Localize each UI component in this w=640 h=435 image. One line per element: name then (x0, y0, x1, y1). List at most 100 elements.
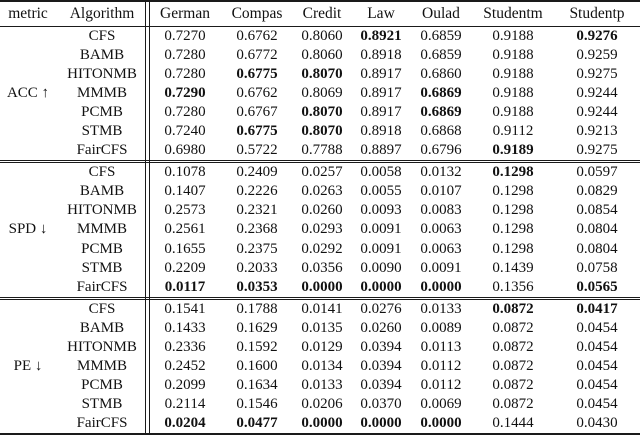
algorithm-cell: BAMB (79, 319, 125, 336)
value-cell: 0.0454 (576, 395, 618, 412)
value-cell: 0.9112 (492, 123, 534, 140)
section-rows: CFS 0.1078 0.2409 0.0257 0.0058 0.0132 0.1298… (56, 163, 640, 296)
value-cell: 0.0055 (360, 183, 402, 200)
value-cell: 0.0394 (360, 357, 402, 374)
table-row: BAMB 0.1433 0.1629 0.0135 0.0260 0.0089 0.087… (56, 319, 640, 338)
value-cell: 0.9275 (576, 66, 618, 83)
table-row: MMMB 0.7290 0.6762 0.8069 0.8917 0.6869 0.918… (56, 84, 640, 103)
value-cell: 0.1298 (492, 183, 534, 200)
value-cell: 0.8069 (301, 85, 343, 102)
algorithm-cell: MMMB (76, 221, 128, 238)
value-cell: 0.9188 (492, 28, 534, 45)
algorithm-cell: HITONMB (67, 202, 137, 219)
algorithm-cell: FairCFS (76, 414, 128, 431)
value-cell: 0.5722 (236, 142, 278, 159)
value-cell: 0.0804 (576, 221, 618, 238)
value-cell: 0.0872 (492, 319, 534, 336)
algorithm-cell: FairCFS (76, 142, 128, 159)
value-cell: 0.0112 (420, 357, 462, 374)
metric-section: ACC ↑ CFS 0.7270 0.6762 0.8060 0.8921 0.6859… (0, 27, 640, 160)
value-cell: 0.0000 (301, 278, 343, 295)
value-cell: 0.8918 (360, 123, 402, 140)
algorithm-cell: STMB (81, 123, 123, 140)
section-rows: CFS 0.1541 0.1788 0.0141 0.0276 0.0133 0.0872… (56, 300, 640, 433)
table-row: PCMB 0.7280 0.6767 0.8070 0.8917 0.6869 0.918… (56, 103, 640, 122)
value-cell: 0.0107 (420, 183, 462, 200)
value-cell: 0.1298 (492, 240, 534, 257)
value-cell: 0.9213 (576, 123, 618, 140)
value-cell: 0.1298 (492, 202, 534, 219)
value-cell: 0.6767 (236, 104, 278, 121)
value-cell: 0.0058 (360, 164, 402, 181)
table-row: PCMB 0.2099 0.1634 0.0133 0.0394 0.0112 0.087… (56, 376, 640, 395)
table-row: HITONMB 0.2336 0.1592 0.0129 0.0394 0.0113 0.… (56, 338, 640, 357)
value-cell: 0.2452 (164, 357, 206, 374)
value-cell: 0.9189 (492, 142, 534, 159)
value-cell: 0.0134 (301, 357, 343, 374)
value-cell: 0.8060 (301, 47, 343, 64)
value-cell: 0.0872 (492, 338, 534, 355)
value-cell: 0.6859 (420, 47, 462, 64)
value-cell: 0.0129 (301, 338, 343, 355)
value-cell: 0.9276 (576, 28, 618, 45)
algorithm-cell: PCMB (81, 104, 123, 121)
value-cell: 0.1298 (492, 221, 534, 238)
value-cell: 0.0133 (301, 376, 343, 393)
value-cell: 0.0804 (576, 240, 618, 257)
algorithm-cell: PCMB (81, 376, 123, 393)
value-cell: 0.1078 (164, 164, 206, 181)
value-cell: 0.0063 (420, 240, 462, 257)
algorithm-cell: HITONMB (67, 66, 137, 83)
value-cell: 0.0454 (576, 338, 618, 355)
column-header-studentp: Studentp (569, 5, 625, 23)
value-cell: 0.2375 (236, 240, 278, 257)
value-cell: 0.0565 (576, 278, 618, 295)
value-cell: 0.0276 (360, 300, 402, 317)
value-cell: 0.0091 (360, 221, 402, 238)
value-cell: 0.0454 (576, 357, 618, 374)
algorithm-cell: STMB (81, 395, 123, 412)
value-cell: 0.6762 (236, 85, 278, 102)
value-cell: 0.6859 (420, 28, 462, 45)
value-cell: 0.0356 (301, 259, 343, 276)
value-cell: 0.0204 (164, 414, 206, 431)
value-cell: 0.0260 (301, 202, 343, 219)
value-cell: 0.0000 (360, 414, 402, 431)
value-cell: 0.0000 (420, 278, 462, 295)
value-cell: 0.9188 (492, 66, 534, 83)
table-row: BAMB 0.1407 0.2226 0.0263 0.0055 0.0107 0.129… (56, 182, 640, 201)
value-cell: 0.6980 (164, 142, 206, 159)
value-cell: 0.0117 (164, 278, 206, 295)
value-cell: 0.1788 (236, 300, 278, 317)
table-row: CFS 0.1541 0.1788 0.0141 0.0276 0.0133 0.0872… (56, 300, 640, 319)
value-cell: 0.0089 (420, 319, 462, 336)
section-rows: CFS 0.7270 0.6762 0.8060 0.8921 0.6859 0.9188… (56, 27, 640, 160)
value-cell: 0.0394 (360, 338, 402, 355)
value-cell: 0.2321 (236, 202, 278, 219)
value-cell: 0.8060 (301, 28, 343, 45)
value-cell: 0.0263 (301, 183, 343, 200)
value-cell: 0.0394 (360, 376, 402, 393)
column-header-metric: metric (8, 5, 48, 23)
table-row: MMMB 0.2561 0.2368 0.0293 0.0091 0.0063 0.129… (56, 220, 640, 239)
table-row: HITONMB 0.2573 0.2321 0.0260 0.0093 0.0083 0.… (56, 201, 640, 220)
metric-section: SPD ↓ CFS 0.1078 0.2409 0.0257 0.0058 0.0132… (0, 160, 640, 296)
value-cell: 0.6860 (420, 66, 462, 83)
value-cell: 0.2114 (164, 395, 206, 412)
value-cell: 0.8921 (360, 28, 402, 45)
value-cell: 0.0454 (576, 376, 618, 393)
value-cell: 0.0370 (360, 395, 402, 412)
value-cell: 0.0000 (360, 278, 402, 295)
value-cell: 0.0206 (301, 395, 343, 412)
value-cell: 0.8070 (301, 104, 343, 121)
table-row: MMMB 0.2452 0.1600 0.0134 0.0394 0.0112 0.087… (56, 357, 640, 376)
value-cell: 0.8897 (360, 142, 402, 159)
value-cell: 0.6868 (420, 123, 462, 140)
table-row: CFS 0.1078 0.2409 0.0257 0.0058 0.0132 0.1298… (56, 163, 640, 182)
metric-label: ACC ↑ (6, 85, 50, 102)
algorithm-cell: CFS (88, 300, 116, 317)
value-cell: 0.8070 (301, 123, 343, 140)
algorithm-cell: CFS (88, 28, 116, 45)
algorithm-cell: FairCFS (76, 278, 128, 295)
